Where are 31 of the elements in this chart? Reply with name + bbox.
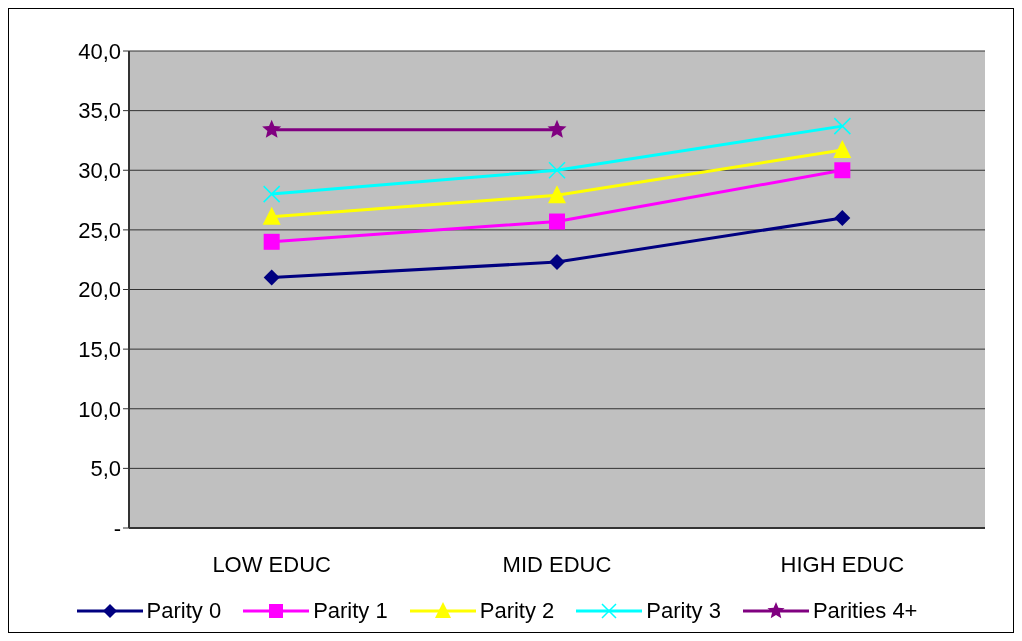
point <box>549 213 565 230</box>
point <box>548 185 566 204</box>
y-tick-label: 25,0 <box>78 217 121 243</box>
legend-label: Parity 3 <box>646 598 721 624</box>
point <box>263 233 280 250</box>
y-tick-label: 40,0 <box>78 38 121 64</box>
point <box>834 162 851 179</box>
legend-label: Parities 4+ <box>812 598 918 624</box>
y-tick-label: 35,0 <box>78 98 121 124</box>
legend-label: Parity 1 <box>313 598 388 624</box>
x-tick-label: LOW EDUC <box>212 551 332 577</box>
point <box>549 254 565 271</box>
legend-label: Parity 2 <box>479 598 555 624</box>
point <box>262 119 282 138</box>
point <box>834 209 851 226</box>
y-tick-label: 20,0 <box>78 277 121 303</box>
point <box>262 185 281 203</box>
y-tick-label: - <box>113 515 121 541</box>
point <box>547 119 567 138</box>
y-tick-label: 15,0 <box>78 336 121 362</box>
point <box>833 139 852 158</box>
x-tick-label: MID EDUC <box>502 551 612 577</box>
point <box>548 161 566 179</box>
point <box>263 269 280 286</box>
point <box>833 117 852 135</box>
y-tick-label: 5,0 <box>90 456 121 482</box>
y-tick-label: 30,0 <box>78 158 121 184</box>
legend-label: Parity 0 <box>146 598 222 624</box>
x-tick-label: HIGH EDUC <box>780 551 905 577</box>
y-tick-label: 10,0 <box>78 396 121 422</box>
point <box>262 206 281 225</box>
